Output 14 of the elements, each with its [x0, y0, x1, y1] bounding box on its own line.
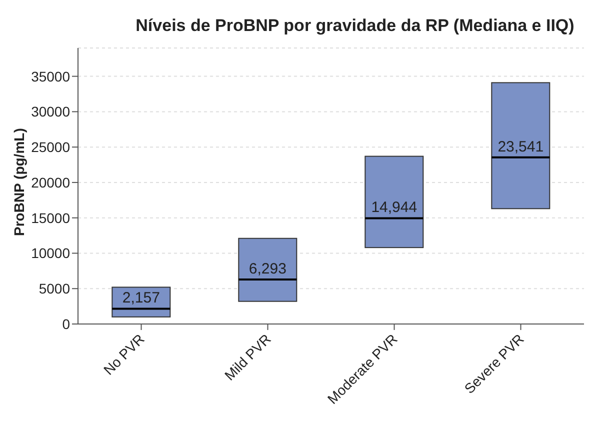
y-tick-label: 35000: [31, 68, 70, 84]
y-axis-title: ProBNP (pg/mL): [10, 128, 27, 236]
chart-title: Níveis de ProBNP por gravidade da RP (Mediana e IIQ): [134, 16, 576, 36]
y-tick-label: 10000: [31, 245, 70, 262]
text: 6,293: [248, 260, 286, 278]
y-tick-label: 0: [62, 316, 70, 332]
y-tick-label: 30000: [31, 104, 70, 120]
y-tick-label: 15000: [31, 210, 70, 226]
text: 14,944: [371, 199, 418, 216]
y-tick-label: 5000: [38, 280, 70, 297]
text: 23,541: [498, 138, 544, 156]
y-tick-label: 20000: [31, 174, 70, 190]
y-tick-label: 25000: [31, 139, 70, 156]
text: 2,157: [122, 290, 160, 307]
